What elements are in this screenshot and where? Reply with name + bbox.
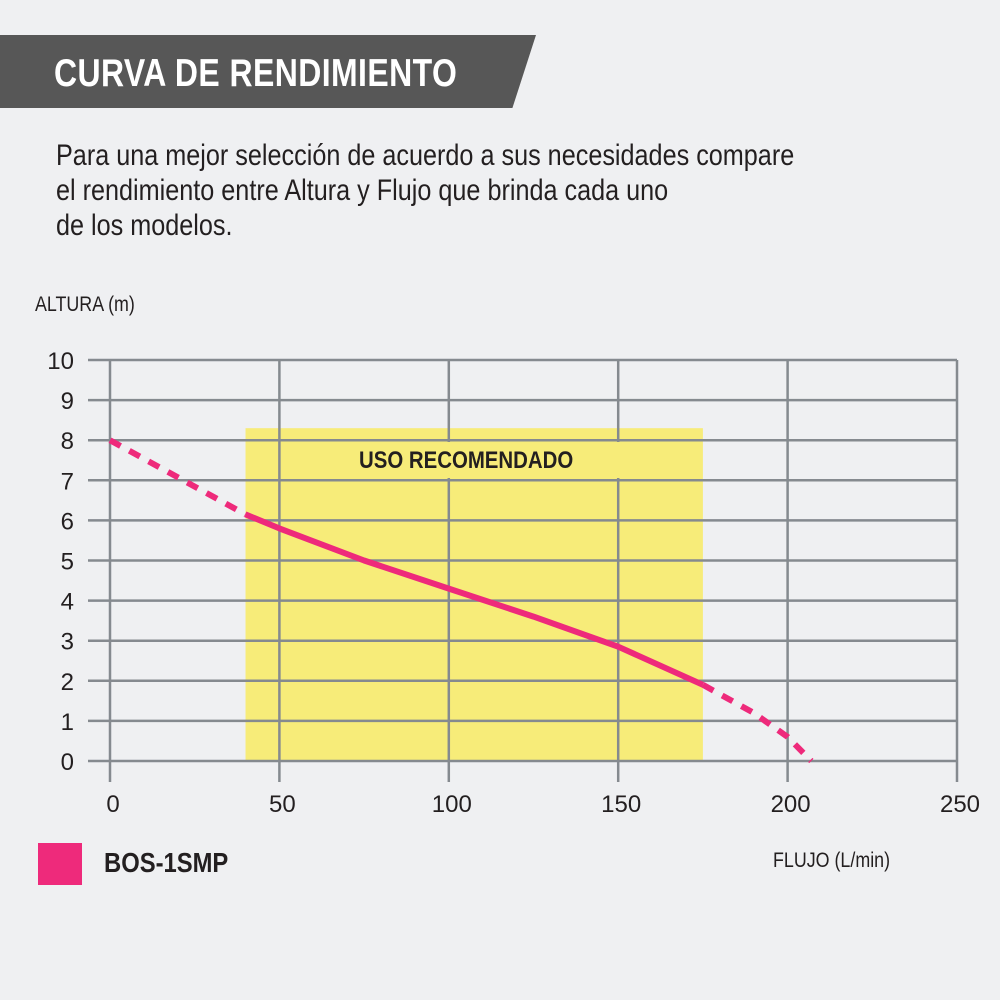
intro-line: el rendimiento entre Altura y Flujo que … (56, 174, 669, 207)
svg-text:10: 10 (47, 348, 74, 375)
svg-text:100: 100 (432, 791, 472, 818)
svg-text:150: 150 (601, 791, 641, 818)
svg-text:7: 7 (61, 468, 74, 495)
band-label-strip (310, 442, 642, 478)
intro-line: Para una mejor selección de acuerdo a su… (56, 139, 795, 172)
svg-text:3: 3 (61, 629, 74, 656)
title-banner (0, 35, 536, 108)
svg-text:9: 9 (61, 388, 74, 415)
performance-curve (108, 437, 814, 764)
legend-label-bos-1smp: BOS-1SMP (104, 847, 229, 878)
svg-text:250: 250 (940, 791, 980, 818)
svg-text:6: 6 (61, 508, 74, 535)
svg-text:1: 1 (61, 709, 74, 736)
svg-text:0: 0 (61, 749, 74, 776)
y-axis-label: ALTURA (m) (35, 293, 135, 316)
x-tick-labels: 0 50 100 150 200 250 (106, 791, 980, 818)
svg-text:50: 50 (269, 791, 296, 818)
x-axis-label: FLUJO (L/min) (773, 849, 891, 872)
svg-text:2: 2 (61, 669, 74, 696)
svg-text:5: 5 (61, 549, 74, 576)
svg-text:8: 8 (61, 428, 74, 455)
svg-text:4: 4 (61, 589, 74, 616)
intro-paragraph: Para una mejor selección de acuerdo a su… (56, 138, 896, 243)
svg-text:200: 200 (771, 791, 811, 818)
y-tick-labels: 0 1 2 3 4 5 6 7 8 9 10 (47, 348, 74, 776)
legend-swatch-bos-1smp (38, 843, 82, 885)
page-title: CURVA DE RENDIMIENTO (54, 52, 458, 95)
grid (88, 358, 959, 782)
intro-line: de los modelos. (56, 209, 233, 242)
recommended-band-label: USO RECOMENDADO (359, 447, 574, 474)
svg-text:0: 0 (106, 791, 119, 818)
